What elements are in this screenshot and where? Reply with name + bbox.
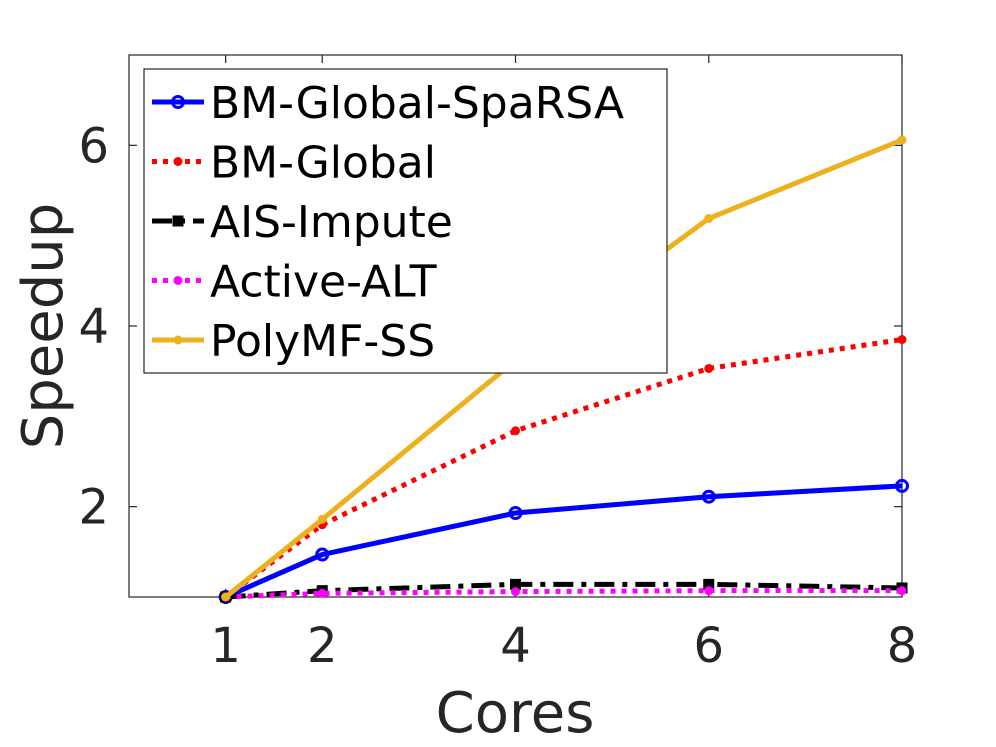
legend-marker-active-alt (173, 276, 183, 285)
legend: BM-Global-SpaRSA BM-Global AIS-Impute Activ… (143, 68, 668, 374)
x-tick-label: 6 (693, 618, 724, 674)
y-axis: 2 4 6 (78, 118, 902, 536)
x-axis-label: Cores (436, 681, 595, 746)
data-point-active-alt (511, 587, 520, 597)
legend-item-bm-global: BM-Global (152, 138, 436, 189)
data-point-active-alt (704, 586, 714, 596)
x-tick-label: 1 (210, 618, 241, 674)
series-line-bm-global (224, 337, 903, 600)
data-point-bm-global (511, 426, 520, 436)
x-tick-label: 8 (887, 618, 918, 674)
x-tick-label: 4 (500, 618, 531, 674)
x-tick-label: 2 (307, 618, 338, 674)
legend-item-active-alt: Active-ALT (152, 257, 437, 308)
legend-label: AIS-Impute (210, 197, 453, 248)
y-axis-label: Speedup (11, 203, 76, 450)
series-line-bm-global-sparsa (224, 483, 903, 600)
data-point-bm-global (897, 335, 907, 345)
y-tick-label: 2 (78, 480, 109, 536)
data-point-bm-global-sparsa (895, 478, 909, 493)
data-point-active-alt (317, 588, 327, 598)
legend-box (143, 68, 668, 374)
data-point-bm-global (704, 363, 714, 373)
x-axis: 1 2 4 6 8 (210, 55, 917, 674)
legend-item-polymf-ss: PolyMF-SS (152, 316, 435, 367)
data-point-active-alt (897, 586, 907, 596)
y-tick-label: 4 (78, 299, 109, 355)
legend-item-ais-impute: AIS-Impute (152, 197, 453, 248)
data-point-polymf-ss (897, 135, 907, 145)
legend-marker-polymf-ss (173, 335, 183, 345)
data-point-polymf-ss (221, 592, 231, 602)
legend-marker-bm-global (173, 157, 183, 166)
data-point-bm-global-sparsa (315, 547, 330, 562)
legend-label: PolyMF-SS (210, 316, 435, 367)
legend-label: Active-ALT (210, 257, 437, 308)
legend-label: BM-Global-SpaRSA (210, 78, 624, 129)
data-point-polymf-ss (704, 214, 714, 224)
data-point-bm-global-sparsa (701, 489, 716, 504)
data-point-polymf-ss (317, 514, 327, 524)
legend-marker-bm-global-sparsa (171, 95, 185, 109)
y-tick-label: 6 (78, 118, 109, 174)
data-point-bm-global-sparsa (508, 505, 523, 520)
legend-label: BM-Global (210, 138, 436, 189)
legend-marker-ais-impute (172, 215, 184, 227)
legend-item-bm-global-sparsa: BM-Global-SpaRSA (152, 78, 624, 129)
